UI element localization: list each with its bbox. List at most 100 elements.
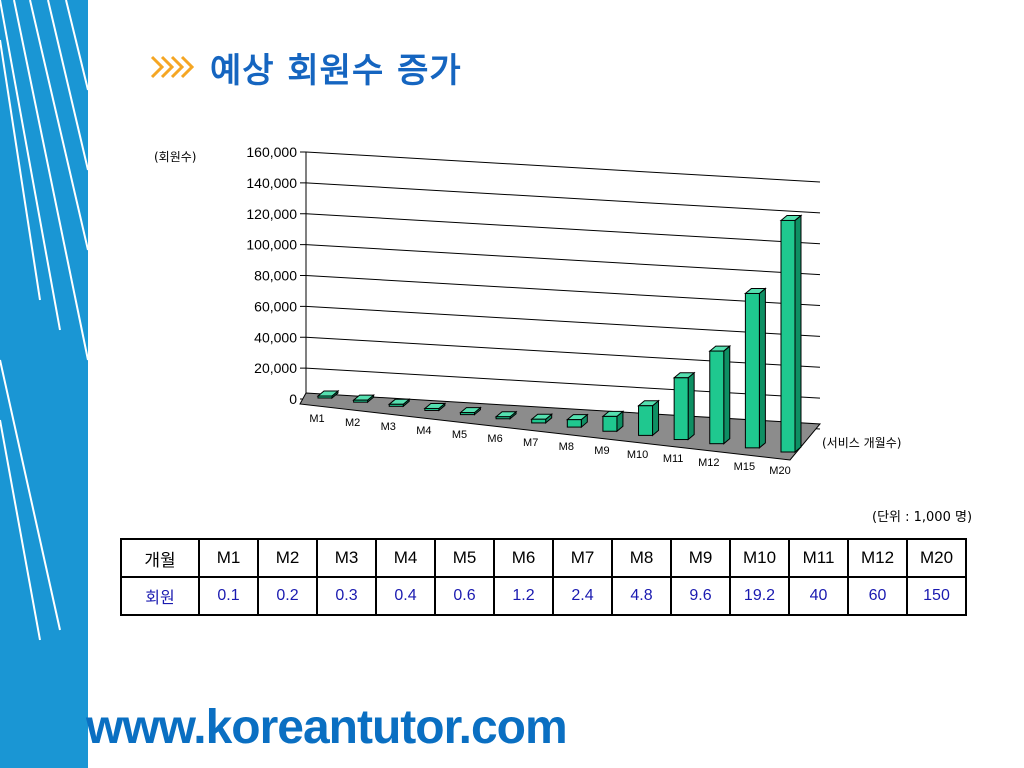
bar-front: [495, 416, 511, 420]
table-cell-month: M8: [611, 538, 672, 578]
x-tick-label: M5: [452, 429, 467, 441]
x-tick-label: M2: [345, 417, 360, 429]
side-decoration-band: [0, 0, 88, 768]
table-cell-month: M12: [847, 538, 908, 578]
bar: [565, 413, 589, 429]
bar-front: [780, 219, 796, 453]
chart-grid: [305, 151, 821, 430]
bar-front: [424, 407, 440, 411]
chart-bars: [316, 214, 803, 454]
grid-line: [305, 305, 821, 337]
table-cell-month: M1: [198, 538, 259, 578]
bar-side: [794, 214, 802, 454]
y-tick-label: 0: [289, 391, 297, 407]
row-header-members: 회원: [120, 576, 200, 616]
table-cell-month: M7: [552, 538, 613, 578]
bar-front: [602, 415, 618, 432]
x-tick-label: M1: [309, 413, 324, 425]
x-tick-label: M11: [663, 453, 684, 465]
bar: [637, 399, 660, 437]
table-cell-month: M9: [670, 538, 731, 578]
y-tick-label: 60,000: [254, 298, 297, 314]
x-tick-label: M6: [487, 433, 502, 445]
table-cell-members: 0.4: [375, 576, 436, 616]
table-cell-month: M20: [906, 538, 967, 578]
y-tick-label: 40,000: [254, 329, 297, 345]
bar: [352, 394, 375, 404]
table-cell-members: 0.2: [257, 576, 318, 616]
side-decoration-lines: [0, 0, 88, 641]
chart-x-axis-labels: M1 M2 M3 M4 M5 M6 M7 M8 M9 M10 M11 M12 M15 M20: [309, 413, 790, 477]
y-tick-label: 20,000: [254, 360, 297, 376]
grid-line: [305, 244, 821, 276]
table-row-members: 회원 0.1 0.2 0.3 0.4 0.6 1.2 2.4 4.8 9.6 19.2 40 60 15…: [120, 576, 967, 616]
table-cell-members: 40: [788, 576, 849, 616]
grid-line: [305, 213, 821, 245]
table-cell-members: 1.2: [493, 576, 554, 616]
page-title-block: 예상 회원수 증가: [150, 44, 462, 91]
bar: [708, 344, 732, 445]
bar-front: [353, 399, 369, 403]
grid-line: [305, 336, 821, 368]
table-cell-month: M5: [434, 538, 495, 578]
table-cell-month: M11: [788, 538, 849, 578]
table-cell-members: 9.6: [670, 576, 731, 616]
table-cell-members: 150: [906, 576, 967, 616]
x-tick-label: M3: [381, 421, 396, 433]
bar-front: [673, 377, 689, 441]
chevron-arrows-icon: [150, 55, 195, 79]
table-cell-members: 4.8: [611, 576, 672, 616]
bar-front: [459, 412, 475, 416]
unit-note: (단위 : 1,000 명): [872, 510, 973, 525]
y-tick-label: 160,000: [246, 144, 297, 160]
bar-front: [531, 418, 547, 424]
x-tick-label: M15: [734, 461, 755, 473]
grid-line: [305, 182, 821, 214]
table-cell-members: 0.6: [434, 576, 495, 616]
table-cell-members: 0.1: [198, 576, 259, 616]
bar: [744, 287, 767, 449]
x-tick-label: M9: [594, 445, 609, 457]
bar-side: [723, 344, 731, 445]
y-tick-label: 140,000: [246, 175, 297, 191]
table-cell-members: 19.2: [729, 576, 790, 616]
chart-y-axis: 0 20,000 40,000 60,000 80,000 100,000 120,000 1…: [246, 144, 307, 407]
bar-front: [709, 350, 725, 445]
x-tick-label: M7: [523, 437, 538, 449]
table-row-months: 개월 M1 M2 M3 M4 M5 M6 M7 M8 M9 M10 M11 M12 M20: [120, 538, 967, 578]
bar: [601, 410, 625, 433]
bar-front: [744, 292, 760, 449]
grid-line: [305, 275, 821, 306]
y-tick-label: 80,000: [254, 268, 297, 284]
grid-line: [305, 367, 821, 399]
y-tick-label: 120,000: [246, 206, 297, 222]
bar: [672, 371, 696, 441]
bar-side: [758, 287, 766, 449]
bar-front: [388, 403, 404, 407]
bar: [423, 402, 447, 412]
bar-side: [687, 371, 695, 441]
bar: [387, 398, 411, 408]
bar: [530, 413, 554, 424]
bar-front: [566, 419, 582, 428]
bar: [494, 410, 518, 420]
page-title: 예상 회원수 증가: [210, 50, 462, 91]
bar-front: [317, 395, 333, 399]
x-tick-label: M10: [627, 449, 648, 461]
table-cell-month: M4: [375, 538, 436, 578]
grid-line: [305, 151, 821, 183]
bar: [459, 406, 482, 416]
data-table: 개월 M1 M2 M3 M4 M5 M6 M7 M8 M9 M10 M11 M12 M20 회원 0.1…: [120, 538, 967, 616]
table-cell-members: 60: [847, 576, 908, 616]
bar: [779, 214, 803, 454]
bar-side: [652, 399, 660, 437]
x-tick-label: M4: [416, 425, 431, 437]
x-tick-label: M8: [559, 441, 574, 453]
bar-front: [638, 405, 654, 436]
row-header-months: 개월: [120, 538, 200, 578]
y-tick-label: 100,000: [246, 237, 297, 253]
table-cell-month: M3: [316, 538, 377, 578]
y-axis-title: (회원수): [154, 150, 196, 164]
x-tick-label: M12: [698, 457, 719, 469]
table-cell-month: M2: [257, 538, 318, 578]
